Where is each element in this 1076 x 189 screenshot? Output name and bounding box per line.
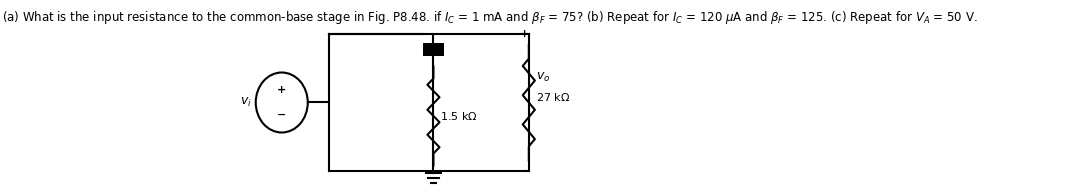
Text: $v_o$: $v_o$: [536, 71, 550, 84]
Text: −: −: [277, 109, 286, 119]
Text: 1.5 k$\Omega$: 1.5 k$\Omega$: [440, 110, 478, 122]
Bar: [423, 43, 444, 56]
Text: 27 k$\Omega$: 27 k$\Omega$: [536, 91, 570, 104]
Text: +: +: [278, 85, 286, 95]
Text: $v_i$: $v_i$: [240, 96, 252, 109]
Text: +: +: [520, 29, 529, 39]
Text: −: −: [520, 166, 529, 176]
Text: (a) What is the input resistance to the common-base stage in Fig. P8.48. if $I_C: (a) What is the input resistance to the …: [2, 9, 977, 26]
